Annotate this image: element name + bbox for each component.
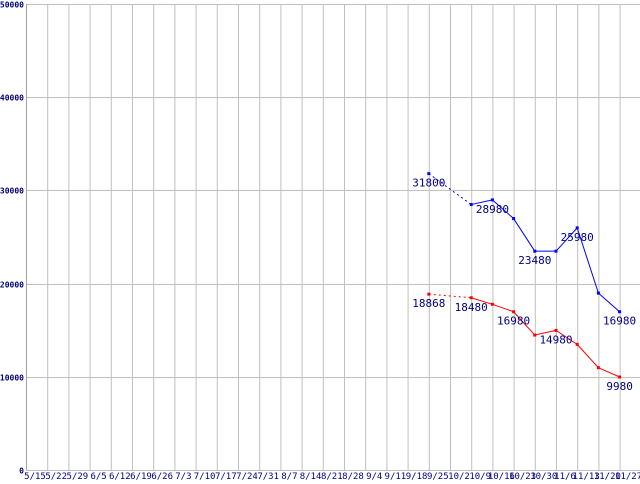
series-line-segment — [492, 199, 514, 219]
x-tick-label: 5/29 — [67, 472, 89, 480]
x-tick-label: 7/24 — [236, 472, 258, 480]
data-point — [427, 292, 431, 296]
x-tick-label: 10/30 — [530, 472, 557, 480]
y-tick-label: 20000 — [0, 281, 24, 290]
x-tick-label: 9/4 — [366, 472, 382, 480]
x-tick-label: 6/12 — [109, 472, 131, 480]
data-label: 31800 — [412, 177, 445, 190]
series-line-segment — [598, 292, 620, 313]
data-point — [490, 302, 494, 306]
x-tick-label: 9/25 — [427, 472, 449, 480]
x-tick-label: 10/2 — [448, 472, 470, 480]
data-point — [575, 342, 579, 346]
x-tick-label: 7/31 — [257, 472, 279, 480]
y-tick-label: 50000 — [0, 1, 24, 10]
series-line-segment — [513, 311, 536, 336]
data-point — [512, 217, 516, 221]
data-point — [490, 198, 494, 202]
series-line-segment — [471, 199, 493, 206]
data-point — [469, 296, 473, 300]
x-tick-label: 11/13 — [573, 472, 600, 480]
x-tick-label: 11/27 — [615, 472, 640, 480]
data-point — [618, 310, 622, 314]
x-tick-label: 8/28 — [342, 472, 364, 480]
series-line-segment — [471, 297, 493, 305]
series-line-segment — [555, 329, 578, 345]
data-label: 23480 — [518, 254, 551, 267]
x-tick-label: 7/3 — [175, 472, 191, 480]
y-tick-label: 30000 — [0, 187, 24, 196]
data-label: 25980 — [561, 231, 594, 244]
series-line-segment — [598, 367, 620, 378]
series-line-segment — [428, 293, 472, 299]
x-tick-label: 10/9 — [469, 472, 491, 480]
data-label: 9980 — [606, 380, 633, 393]
x-tick-label: 5/22 — [45, 472, 67, 480]
data-point — [575, 226, 579, 230]
series-line-segment — [576, 227, 599, 294]
data-label: 28980 — [476, 203, 509, 216]
data-point — [596, 291, 600, 295]
x-tick-label: 10/23 — [509, 472, 536, 480]
data-point — [533, 333, 537, 337]
x-tick-label: 6/26 — [151, 472, 173, 480]
x-tick-label: 6/5 — [90, 472, 106, 480]
x-tick-label: 8/21 — [321, 472, 343, 480]
series-line-segment — [534, 329, 557, 336]
x-tick-label: 5/15 — [24, 472, 46, 480]
x-tick-label: 9/11 — [385, 472, 407, 480]
series-line-segment — [428, 173, 472, 205]
data-point — [618, 375, 622, 379]
x-tick-label: 9/18 — [406, 472, 428, 480]
data-label: 18868 — [412, 297, 445, 310]
data-label: 18480 — [455, 301, 488, 314]
data-point — [554, 249, 558, 253]
x-tick-label: 6/19 — [130, 472, 152, 480]
data-point — [554, 328, 558, 332]
y-tick-label: 10000 — [0, 374, 24, 383]
x-tick-label: 7/10 — [194, 472, 216, 480]
x-tick-label: 8/7 — [281, 472, 297, 480]
x-tick-label: 11/20 — [594, 472, 621, 480]
data-point — [596, 366, 600, 370]
data-point — [512, 310, 516, 314]
x-tick-label: 11/6 — [554, 472, 576, 480]
data-label: 14980 — [539, 333, 572, 346]
series-line-segment — [513, 218, 536, 252]
x-tick-label: 8/14 — [300, 472, 322, 480]
data-label: 16980 — [603, 315, 636, 328]
y-tick-label: 40000 — [0, 94, 24, 103]
series-line-segment — [576, 344, 599, 369]
x-tick-label: 7/17 — [215, 472, 237, 480]
data-label: 16980 — [497, 315, 530, 328]
data-point — [427, 172, 431, 176]
series-line-segment — [492, 303, 514, 313]
series-line-segment — [555, 227, 578, 252]
data-point — [533, 249, 537, 253]
data-point — [469, 203, 473, 207]
y-tick-label: 0 — [19, 467, 24, 476]
x-tick-label: 10/16 — [488, 472, 515, 480]
